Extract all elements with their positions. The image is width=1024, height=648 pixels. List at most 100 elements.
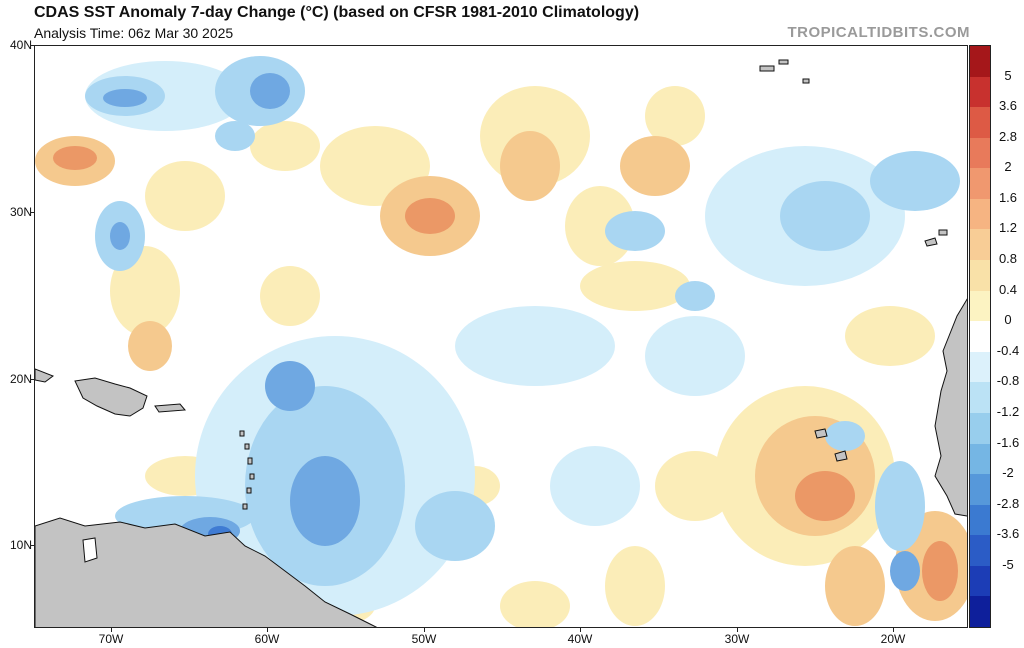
lon-label-50w: 50W (411, 632, 437, 646)
west-africa-land (934, 298, 967, 517)
analysis-time: Analysis Time: 06z Mar 30 2025 (34, 25, 234, 41)
lon-tick (111, 628, 112, 632)
island (249, 473, 255, 480)
anomaly-patch (250, 121, 320, 171)
anomaly-patch (265, 361, 315, 411)
lon-tick (893, 628, 894, 632)
island (778, 59, 789, 65)
colorbar-segment (970, 198, 990, 230)
anomaly-patch (890, 551, 920, 591)
anomaly-patch (580, 261, 690, 311)
colorbar-segment (970, 168, 990, 200)
anomaly-patch (675, 281, 715, 311)
cuba-land (35, 368, 55, 383)
colorbar (969, 45, 991, 628)
island (242, 503, 248, 510)
canary-islands-land (924, 237, 938, 247)
colorbar-label: 5 (1004, 67, 1012, 83)
cool-anomaly-layer (85, 56, 960, 616)
colorbar-label: 0 (1004, 312, 1012, 328)
land-layer (35, 237, 967, 627)
colorbar-label: 1.6 (998, 189, 1018, 205)
warm-anomaly-layer (35, 86, 967, 627)
anomaly-patch (795, 471, 855, 521)
anomaly-patch (825, 421, 865, 451)
island (247, 457, 253, 465)
anomaly-patch (550, 446, 640, 526)
colorbar-label: 3.6 (998, 98, 1018, 114)
colorbar-label: -3.6 (996, 526, 1020, 542)
colorbar-segment (970, 382, 990, 414)
anomaly-patch (455, 306, 615, 386)
anomaly-patch (260, 266, 320, 326)
lat-tick (30, 545, 34, 546)
anomaly-patch (215, 121, 255, 151)
colorbar-segment (970, 351, 990, 383)
colorbar-segment (970, 596, 990, 628)
anomaly-patch (655, 451, 735, 521)
anomaly-patch (53, 146, 97, 170)
anomaly-patch (645, 316, 745, 396)
colorbar-label: -2.8 (996, 495, 1020, 511)
margarita-island-land (82, 537, 98, 563)
colorbar-segment (970, 107, 990, 139)
anomaly-patch (605, 546, 665, 626)
colorbar-segment (970, 229, 990, 261)
island (239, 430, 245, 437)
south-america-land (35, 517, 378, 627)
colorbar-label: 2.8 (998, 128, 1018, 144)
lesser-antilles (239, 59, 948, 510)
lon-tick (424, 628, 425, 632)
colorbar-segment (970, 504, 990, 536)
anomaly-patch (780, 181, 870, 251)
colorbar-segment (970, 474, 990, 506)
lat-label-40n: 40N (9, 38, 32, 52)
sst-anomaly-map (34, 45, 968, 628)
colorbar-segment (970, 412, 990, 445)
colorbar-label: 2 (1004, 159, 1012, 175)
colorbar-segment (970, 321, 990, 353)
colorbar-segment (970, 46, 990, 78)
lon-label-30w: 30W (724, 632, 750, 646)
lat-label-30n: 30N (9, 205, 32, 219)
colorbar-segment (970, 137, 990, 169)
island (246, 487, 252, 494)
cape-verde-land (814, 428, 828, 439)
anomaly-patch (290, 456, 360, 546)
lon-tick (737, 628, 738, 632)
map-title: CDAS SST Anomaly 7-day Change (°C) (base… (34, 4, 640, 21)
lon-tick (267, 628, 268, 632)
colorbar-label: -0.4 (996, 342, 1020, 358)
colorbar-label: -2 (1002, 465, 1014, 481)
lat-label-10n: 10N (9, 538, 32, 552)
cape-verde-land-2 (834, 450, 848, 462)
colorbar-label: -1.2 (996, 403, 1020, 419)
anomaly-patch (250, 73, 290, 109)
colorbar-segment (970, 535, 990, 567)
lat-tick (30, 45, 34, 46)
colorbar-segment (970, 76, 990, 108)
island (244, 443, 250, 450)
colorbar-label: -0.8 (996, 373, 1020, 389)
colorbar-label: 1.2 (998, 220, 1018, 236)
anomaly-patch (500, 581, 570, 627)
anomaly-patch (620, 136, 690, 196)
anomaly-patch (870, 151, 960, 211)
colorbar-segment (970, 443, 990, 475)
lon-label-60w: 60W (254, 632, 280, 646)
colorbar-label: 0.4 (998, 281, 1018, 297)
colorbar-segment (970, 565, 990, 597)
site-watermark: TROPICALTIDBITS.COM (787, 24, 970, 41)
colorbar-label: -1.6 (996, 434, 1020, 450)
anomaly-patch (128, 321, 172, 371)
anomaly-patch (405, 198, 455, 234)
hispaniola-land (74, 377, 148, 417)
anomaly-patch (605, 211, 665, 251)
anomaly-patch (103, 89, 147, 107)
lat-tick (30, 212, 34, 213)
anomaly-patch (145, 161, 225, 231)
lon-tick (580, 628, 581, 632)
lat-tick (30, 379, 34, 380)
lat-label-20n: 20N (9, 372, 32, 386)
lon-label-20w: 20W (880, 632, 906, 646)
